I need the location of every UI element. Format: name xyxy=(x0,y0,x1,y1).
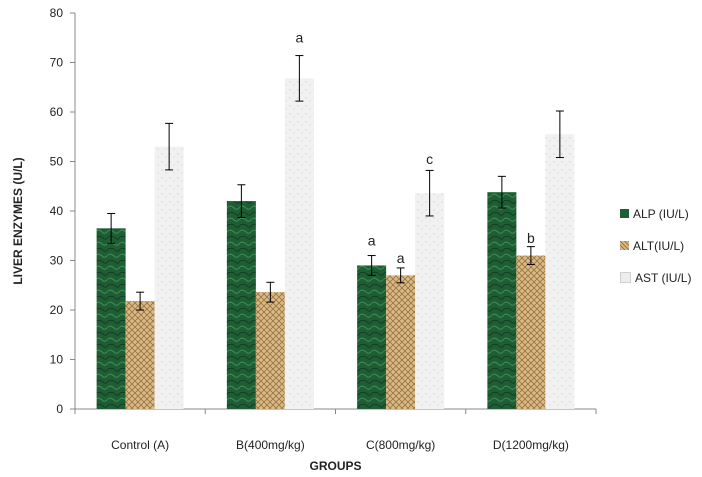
y-tick-label: 20 xyxy=(50,303,64,317)
bar xyxy=(255,292,285,409)
legend-label: ALP (IU/L) xyxy=(633,206,689,221)
legend-swatch xyxy=(620,241,629,250)
y-axis-title: LIVER ENZYMES (U/L) xyxy=(11,157,25,284)
bar xyxy=(125,301,155,409)
x-tick-label: D(1200mg/kg) xyxy=(493,438,569,452)
legend-item: ALT(IU/L) xyxy=(620,237,700,254)
legend-item: ALP (IU/L) xyxy=(620,205,700,222)
bar xyxy=(487,192,517,409)
bar xyxy=(415,193,445,409)
significance-label: a xyxy=(368,233,376,249)
significance-label: c xyxy=(426,151,433,167)
significance-label: a xyxy=(397,250,405,266)
legend-swatch xyxy=(620,209,629,218)
bar xyxy=(516,255,546,409)
bar xyxy=(386,275,416,409)
bar xyxy=(284,78,314,409)
labels: 0 10 20 30 40 50 60 70 80 Control (A) B(400mg/kg) C… xyxy=(11,6,569,473)
y-tick-label: 70 xyxy=(50,56,64,70)
x-tick-label: Control (A) xyxy=(111,438,169,452)
legend-label: ALT(IU/L) xyxy=(633,238,685,253)
y-tick-label: 30 xyxy=(50,254,64,268)
bar xyxy=(357,265,387,409)
y-tick-label: 80 xyxy=(50,6,64,20)
bars xyxy=(96,55,575,409)
y-tick-label: 10 xyxy=(50,353,64,367)
legend-item: AST (IU/L) xyxy=(620,269,700,286)
legend-swatch xyxy=(620,272,631,283)
significance-label: b xyxy=(527,230,535,246)
x-tick-label: B(400mg/kg) xyxy=(236,438,305,452)
legend: ALP (IU/L) ALT(IU/L) AST (IU/L) xyxy=(620,205,700,301)
x-tick-label: C(800mg/kg) xyxy=(366,438,435,452)
bar xyxy=(96,228,126,409)
significance-label: a xyxy=(295,30,303,46)
y-tick-label: 50 xyxy=(50,155,64,169)
y-tick-label: 0 xyxy=(56,402,63,416)
y-tick-label: 60 xyxy=(50,105,64,119)
bar xyxy=(154,146,184,409)
x-axis-title: GROUPS xyxy=(309,459,361,473)
legend-label: AST (IU/L) xyxy=(635,270,692,285)
bar xyxy=(226,201,256,409)
bar xyxy=(545,134,575,409)
y-tick-label: 40 xyxy=(50,204,64,218)
